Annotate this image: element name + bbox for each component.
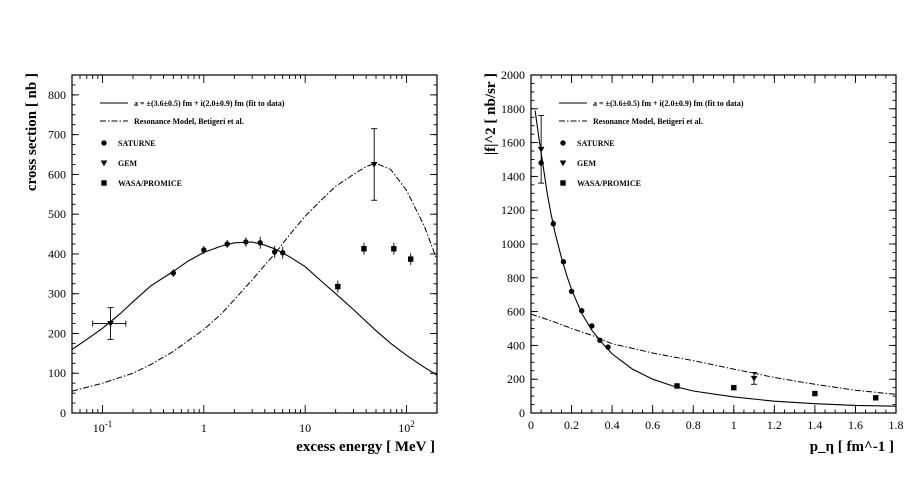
x-tick-label: 102 bbox=[398, 419, 415, 435]
saturne-point bbox=[257, 240, 263, 246]
x-tick-label: 10-1 bbox=[93, 419, 113, 435]
x-tick-base: 10 bbox=[299, 421, 311, 435]
legend-label: Resonance Model, Betigeri et al. bbox=[593, 117, 703, 126]
y-tick-label: 0 bbox=[60, 406, 66, 420]
saturne-point bbox=[578, 308, 585, 314]
x-tick-label: 1.8 bbox=[889, 418, 904, 432]
y-tick-label: 400 bbox=[507, 338, 525, 352]
y-tick-label: 2000 bbox=[501, 68, 525, 82]
x-axis-label: p_η [ fm^-1 ] bbox=[810, 439, 894, 455]
legend-label: a = ±(3.6±0.5) fm + i(2.0±0.9) fm (fit t… bbox=[134, 99, 285, 108]
y-tick-label: 1800 bbox=[501, 102, 525, 116]
y-tick-label: 800 bbox=[48, 88, 66, 102]
legend-triangle-symbol bbox=[559, 160, 567, 167]
saturne-point bbox=[597, 337, 603, 344]
gem-point bbox=[107, 321, 114, 327]
gem-point bbox=[750, 375, 758, 382]
x-tick-base: 10 bbox=[93, 421, 105, 435]
fit-curve bbox=[72, 241, 437, 376]
legend-label: GEM bbox=[118, 159, 138, 168]
legend-square-symbol bbox=[101, 180, 107, 186]
x-tick-label: 0 bbox=[528, 418, 534, 432]
saturne-point bbox=[605, 344, 611, 350]
y-tick-label: 500 bbox=[48, 207, 66, 221]
resonance-model-curve bbox=[72, 162, 437, 392]
x-tick-base: 10 bbox=[398, 421, 410, 435]
resonance-model-curve bbox=[531, 313, 896, 395]
saturne-point bbox=[271, 249, 278, 255]
legend-label: SATURNE bbox=[577, 139, 615, 148]
saturne-point bbox=[550, 221, 557, 227]
x-tick-label: 0.4 bbox=[605, 418, 620, 432]
saturne-point bbox=[279, 250, 286, 256]
legend-label: SATURNE bbox=[118, 139, 156, 148]
legend-circle-symbol bbox=[101, 140, 107, 146]
y-tick-label: 1000 bbox=[501, 237, 525, 251]
x-tick-label: 1.4 bbox=[807, 418, 822, 432]
legend-label: a = ±(3.6±0.5) fm + i(2.0±0.9) fm (fit t… bbox=[593, 99, 744, 108]
wasa-promice-point bbox=[407, 256, 414, 262]
legend-label: Resonance Model, Betigeri et al. bbox=[134, 117, 244, 126]
x-axis-label: excess energy [ MeV ] bbox=[296, 439, 435, 455]
wasa-promice-point bbox=[361, 246, 367, 252]
saturne-point bbox=[170, 270, 177, 276]
y-tick-label: 1600 bbox=[501, 136, 525, 150]
y-tick-label: 100 bbox=[48, 366, 66, 380]
x-tick-label: 10 bbox=[299, 421, 311, 435]
legend-triangle-symbol bbox=[100, 160, 108, 167]
saturne-point bbox=[589, 323, 595, 329]
plot-frame bbox=[530, 74, 897, 414]
gem-point bbox=[537, 146, 545, 153]
legend-label: WASA/PROMICE bbox=[577, 179, 641, 188]
wasa-promice-point bbox=[674, 383, 680, 389]
right-panel-amplitude: 0 200 400 600 800 1000 1200 1400 1600 1800 2000 0 0.… bbox=[483, 68, 904, 455]
y-tick-label: 200 bbox=[48, 326, 66, 340]
x-tick-label: 0.2 bbox=[564, 418, 579, 432]
legend-square-symbol bbox=[560, 180, 566, 186]
y-tick-label: 700 bbox=[48, 128, 66, 142]
y-tick-label: 400 bbox=[48, 247, 66, 261]
legend-label: WASA/PROMICE bbox=[118, 179, 182, 188]
legend-label: GEM bbox=[577, 159, 597, 168]
x-tick-label: 0.8 bbox=[686, 418, 701, 432]
x-tick-label: 1.2 bbox=[767, 418, 782, 432]
saturne-point bbox=[568, 288, 575, 295]
y-tick-label: 300 bbox=[48, 287, 66, 301]
x-tick-label: 1.6 bbox=[848, 418, 863, 432]
plot-frame bbox=[71, 74, 438, 414]
saturne-point bbox=[560, 259, 567, 265]
y-tick-label: 200 bbox=[507, 372, 525, 386]
wasa-promice-point bbox=[812, 390, 818, 397]
wasa-promice-point bbox=[391, 246, 397, 252]
y-axis-label: cross section [ nb ] bbox=[24, 73, 40, 191]
y-tick-label: 1200 bbox=[501, 203, 525, 217]
x-tick-base: 1 bbox=[201, 421, 207, 435]
x-tick-label: 1 bbox=[731, 418, 737, 432]
x-tick-exponent: 2 bbox=[410, 419, 415, 429]
y-tick-label: 1400 bbox=[501, 169, 525, 183]
legend-circle-symbol bbox=[560, 140, 566, 146]
x-tick-label: 1 bbox=[201, 421, 207, 435]
y-axis-label: |f|^2 [ nb/sr ] bbox=[483, 73, 499, 155]
y-tick-label: 600 bbox=[507, 305, 525, 319]
fit-curve bbox=[534, 110, 896, 407]
x-tick-exponent: -1 bbox=[105, 419, 113, 429]
y-tick-label: 0 bbox=[519, 406, 525, 420]
saturne-point bbox=[243, 239, 249, 245]
gem-point bbox=[370, 161, 378, 168]
wasa-promice-point bbox=[335, 283, 341, 290]
saturne-point bbox=[201, 247, 207, 253]
wasa-promice-point bbox=[731, 384, 737, 391]
x-tick-label: 0.6 bbox=[645, 418, 660, 432]
y-tick-label: 800 bbox=[507, 271, 525, 285]
y-tick-label: 600 bbox=[48, 167, 66, 181]
saturne-point bbox=[224, 241, 230, 247]
wasa-promice-point bbox=[873, 395, 879, 401]
